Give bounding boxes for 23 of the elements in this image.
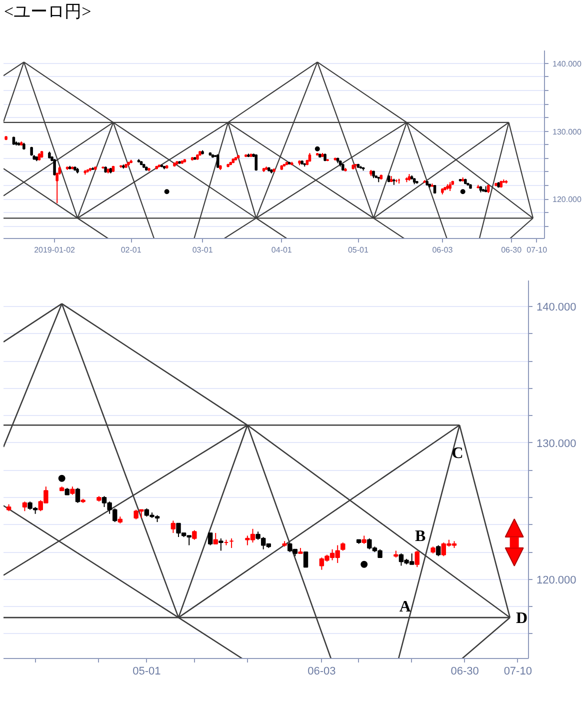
annotation: D: [516, 610, 528, 628]
x-tick-label: 06-30: [450, 666, 479, 678]
x-tick-label: 07-10: [526, 246, 548, 254]
y-tick-label: 140.000: [536, 301, 576, 314]
x-tick-label: 02-01: [120, 246, 142, 254]
x-tick-label: 03-01: [192, 246, 214, 254]
x-tick-label: 06-30: [501, 246, 522, 254]
chart-title: <ユーロ円>: [4, 1, 92, 23]
x-tick-label: 04-01: [271, 246, 292, 254]
y-tick-label: 140.000: [552, 59, 582, 68]
y-tick-label: 130.000: [536, 438, 576, 450]
y-tick-label: 120.000: [536, 574, 576, 586]
x-tick-label: 2019-01-02: [34, 246, 76, 254]
x-tick-label: 07-10: [504, 666, 532, 678]
annotation: A: [399, 598, 412, 616]
y-tick-label: 120.000: [552, 195, 582, 204]
x-tick-label: 05-01: [132, 666, 161, 678]
annotation: B: [414, 528, 426, 546]
x-tick-label: 06-03: [432, 246, 454, 254]
x-tick-label: 06-03: [308, 666, 336, 678]
annotation: C: [452, 445, 464, 462]
y-tick-label: 130.000: [552, 127, 582, 136]
x-tick-label: 05-01: [348, 246, 369, 254]
